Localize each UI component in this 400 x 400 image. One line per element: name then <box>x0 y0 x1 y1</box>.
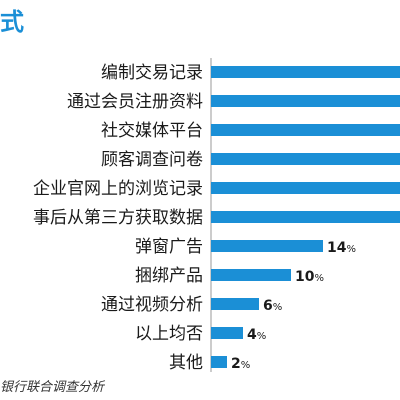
bar <box>211 182 400 194</box>
category-label: 捆绑产品 <box>135 266 203 286</box>
category-label: 社交媒体平台 <box>101 121 203 141</box>
value-label: 2% <box>231 356 250 372</box>
value-label: 6% <box>263 298 282 314</box>
category-label: 以上均否 <box>135 324 203 344</box>
bar <box>211 124 400 136</box>
category-label: 通过会员注册资料 <box>67 92 203 112</box>
value-label: 14% <box>327 240 356 256</box>
value-label: 4% <box>247 327 266 343</box>
bar <box>211 95 400 107</box>
value-label: 10% <box>295 269 324 285</box>
category-label: 编制交易记录 <box>101 63 203 83</box>
bar <box>211 153 400 165</box>
bar <box>211 356 227 368</box>
category-label: 事后从第三方获取数据 <box>33 208 203 228</box>
source-note: 银行联合调查分析 <box>0 380 105 395</box>
bar <box>211 240 323 252</box>
chart-title: 式 <box>0 8 24 36</box>
category-label: 弹窗广告 <box>135 237 203 257</box>
bar <box>211 66 400 78</box>
category-label: 其他 <box>169 353 203 373</box>
category-label: 通过视频分析 <box>101 295 203 315</box>
bar <box>211 327 243 339</box>
bar <box>211 211 400 223</box>
category-label: 顾客调查问卷 <box>101 150 203 170</box>
category-label: 企业官网上的浏览记录 <box>33 179 203 199</box>
bar <box>211 269 291 281</box>
bar <box>211 298 259 310</box>
